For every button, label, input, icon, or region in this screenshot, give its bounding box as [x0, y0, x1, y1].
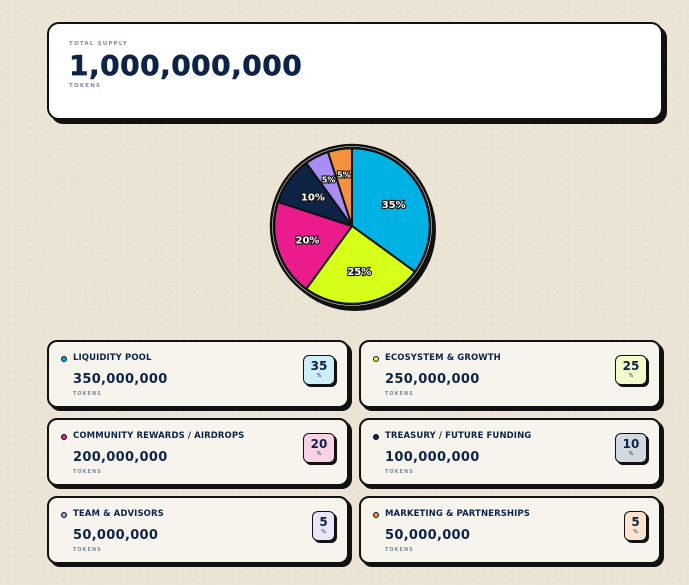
- allocation-card-treasury: TREASURY / FUTURE FUNDING 100,000,000 TO…: [359, 418, 661, 486]
- allocation-unit: TOKENS: [73, 469, 102, 475]
- allocation-name: TEAM & ADVISORS: [73, 509, 164, 519]
- allocation-name: COMMUNITY REWARDS / AIRDROPS: [73, 431, 245, 441]
- pie-slice-label: 5%: [322, 176, 336, 185]
- allocation-name: TREASURY / FUTURE FUNDING: [385, 431, 532, 441]
- percent-sign: %: [316, 373, 322, 379]
- percent-value: 5: [631, 515, 640, 529]
- percent-badge: 35 %: [303, 355, 335, 385]
- pie-chart-svg: 35% 25% 20% 10% 5%5%: [269, 143, 436, 311]
- percent-value: 10: [622, 437, 640, 451]
- percent-badge: 10 %: [615, 433, 647, 463]
- percent-sign: %: [321, 529, 326, 535]
- allocation-card-team-advisors: TEAM & ADVISORS 50,000,000 TOKENS 5 %: [47, 496, 349, 564]
- allocation-amount: 200,000,000: [73, 450, 168, 465]
- allocation-amount: 50,000,000: [385, 528, 471, 543]
- allocation-unit: TOKENS: [73, 547, 102, 553]
- allocation-unit: TOKENS: [385, 469, 414, 475]
- pie-slices: [272, 146, 432, 306]
- allocation-unit: TOKENS: [385, 391, 414, 397]
- liquidity-pool-color-dot: [61, 356, 67, 362]
- allocation-card-community-rewards: COMMUNITY REWARDS / AIRDROPS 200,000,000…: [47, 418, 349, 486]
- percent-value: 5: [319, 515, 328, 529]
- total-supply-value: 1,000,000,000: [69, 49, 303, 82]
- allocation-card-ecosystem-growth: ECOSYSTEM & GROWTH 250,000,000 TOKENS 25…: [359, 340, 661, 408]
- pie-labels: 35% 25% 20% 10% 5%5%: [294, 170, 406, 280]
- community-rewards-color-dot: [61, 434, 67, 440]
- allocation-pie-chart: 35% 25% 20% 10% 5% 5%: [266, 140, 440, 312]
- percent-badge: 25 %: [615, 355, 647, 385]
- allocation-name: MARKETING & PARTNERSHIPS: [385, 509, 530, 519]
- marketing-partnerships-color-dot: [373, 512, 379, 518]
- pie-slice-label: 10%: [301, 193, 325, 204]
- percent-value: 35: [310, 359, 328, 373]
- percent-value: 25: [622, 359, 640, 373]
- allocation-unit: TOKENS: [73, 391, 102, 397]
- allocation-amount: 350,000,000: [73, 372, 168, 387]
- percent-badge: 5 %: [624, 511, 647, 541]
- percent-sign: %: [628, 451, 634, 457]
- pie-slice-label: 5%: [337, 171, 351, 180]
- pie-slice-label: 35%: [382, 200, 406, 211]
- percent-sign: %: [633, 529, 638, 535]
- pie-inner-outline: [272, 146, 432, 306]
- percent-badge: 20 %: [303, 433, 335, 463]
- allocation-amount: 100,000,000: [385, 450, 480, 465]
- team-advisors-color-dot: [61, 512, 67, 518]
- percent-sign: %: [316, 451, 322, 457]
- allocation-amount: 250,000,000: [385, 372, 480, 387]
- pie-slice-label: 25%: [347, 267, 371, 278]
- percent-value: 20: [310, 437, 328, 451]
- percent-sign: %: [628, 373, 634, 379]
- allocation-card-liquidity-pool: LIQUIDITY POOL 350,000,000 TOKENS 35 %: [47, 340, 349, 408]
- total-supply-card: TOTAL SUPPLY 1,000,000,000 TOKENS: [47, 22, 663, 120]
- allocation-name: LIQUIDITY POOL: [73, 353, 152, 363]
- allocation-card-marketing-partnerships: MARKETING & PARTNERSHIPS 50,000,000 TOKE…: [359, 496, 661, 564]
- allocation-unit: TOKENS: [385, 547, 414, 553]
- allocation-amount: 50,000,000: [73, 528, 159, 543]
- total-supply-unit: TOKENS: [69, 83, 102, 89]
- ecosystem-growth-color-dot: [373, 356, 379, 362]
- pie-slice-label: 20%: [296, 235, 320, 246]
- percent-badge: 5 %: [312, 511, 335, 541]
- allocation-name: ECOSYSTEM & GROWTH: [385, 353, 501, 363]
- treasury-color-dot: [373, 434, 379, 440]
- total-supply-label: TOTAL SUPPLY: [69, 41, 128, 47]
